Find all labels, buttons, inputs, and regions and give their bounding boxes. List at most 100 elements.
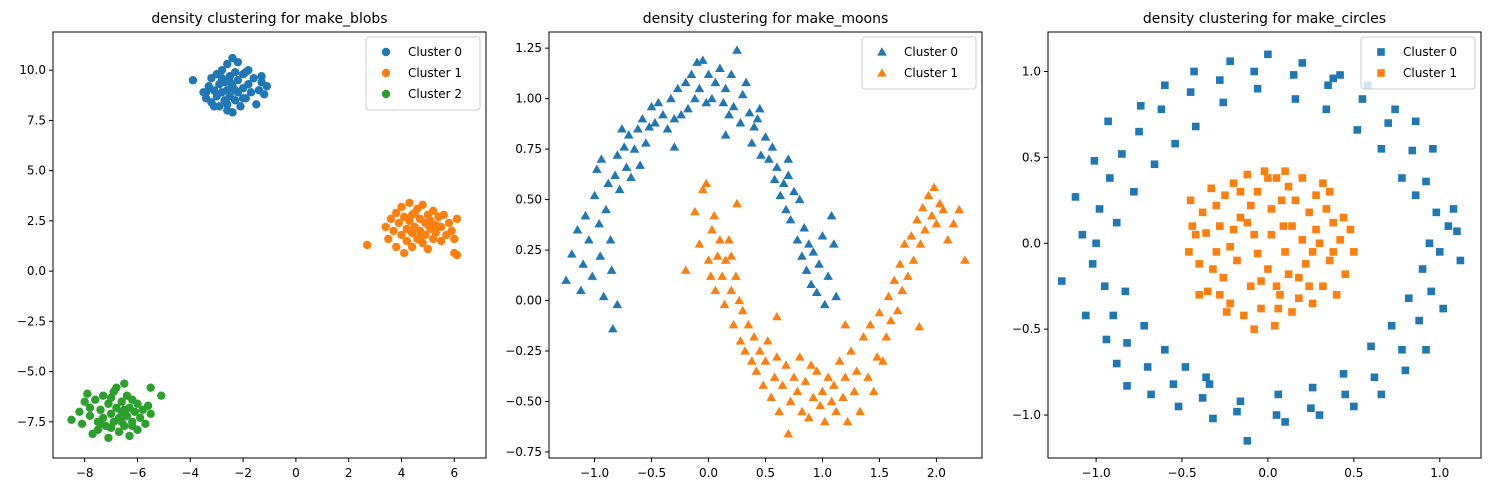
x-tick-label: −6 <box>129 466 147 480</box>
data-point-cluster-0 <box>1147 390 1155 399</box>
y-tick-label: 2.5 <box>27 214 46 228</box>
legend-marker <box>877 47 887 56</box>
data-point-cluster-0 <box>1112 359 1121 368</box>
data-point-cluster-0 <box>799 223 810 232</box>
data-point-cluster-1 <box>906 231 917 240</box>
data-point-cluster-2 <box>120 405 129 414</box>
x-tick-label: 0.0 <box>1258 466 1277 480</box>
data-point-cluster-1 <box>808 392 819 402</box>
data-point-cluster-0 <box>217 74 227 83</box>
y-tick-label: −5.0 <box>17 365 46 379</box>
data-point-cluster-1 <box>1298 174 1307 182</box>
data-point-cluster-1 <box>846 346 856 355</box>
data-point-cluster-0 <box>1150 160 1159 169</box>
data-point-cluster-1 <box>749 332 759 341</box>
data-point-cluster-0 <box>783 170 794 179</box>
chart-title: density clustering for make_circles <box>1143 11 1386 27</box>
data-point-cluster-1 <box>1229 179 1238 187</box>
data-point-cluster-2 <box>130 407 140 416</box>
data-point-cluster-1 <box>1271 321 1279 330</box>
data-point-cluster-0 <box>1190 67 1198 76</box>
data-point-cluster-0 <box>1398 345 1406 354</box>
data-point-cluster-0 <box>680 77 691 87</box>
data-point-cluster-1 <box>1203 287 1212 296</box>
x-tick-label: −2 <box>234 466 252 480</box>
data-point-cluster-0 <box>1339 370 1348 378</box>
data-point-cluster-1 <box>914 321 925 331</box>
data-point-cluster-1 <box>783 428 794 438</box>
y-tick-label: 0.0 <box>1022 236 1041 250</box>
data-point-cluster-1 <box>1186 196 1195 205</box>
data-point-cluster-1 <box>407 210 417 220</box>
data-point-cluster-0 <box>1272 411 1281 419</box>
data-point-cluster-1 <box>917 202 928 212</box>
data-point-cluster-0 <box>1181 363 1190 371</box>
data-point-cluster-0 <box>608 323 618 333</box>
data-point-cluster-1 <box>423 244 433 254</box>
data-point-cluster-0 <box>230 67 240 77</box>
data-point-cluster-2 <box>85 411 95 421</box>
data-point-cluster-0 <box>1411 191 1420 199</box>
data-point-cluster-1 <box>1291 196 1300 205</box>
data-point-cluster-1 <box>903 271 913 280</box>
data-point-cluster-1 <box>948 219 959 228</box>
x-tick-label: 0.0 <box>699 466 718 480</box>
data-point-cluster-0 <box>644 122 655 131</box>
data-point-cluster-0 <box>1444 222 1453 230</box>
data-point-cluster-1 <box>447 226 456 236</box>
data-point-cluster-0 <box>792 235 803 244</box>
data-point-cluster-1 <box>1207 184 1216 193</box>
data-point-cluster-0 <box>1377 390 1386 399</box>
data-point-cluster-0 <box>829 239 839 248</box>
legend-box <box>861 36 977 90</box>
data-point-cluster-1 <box>389 226 398 236</box>
data-point-cluster-1 <box>737 305 748 315</box>
data-point-cluster-1 <box>394 218 404 228</box>
data-point-cluster-1 <box>1246 201 1255 210</box>
data-point-cluster-0 <box>814 259 824 268</box>
points <box>67 53 462 443</box>
data-point-cluster-0 <box>610 170 620 179</box>
data-point-cluster-0 <box>1123 339 1131 347</box>
data-point-cluster-0 <box>1205 380 1214 388</box>
data-point-cluster-0 <box>1432 208 1441 217</box>
data-point-cluster-1 <box>1216 222 1224 230</box>
data-point-cluster-1 <box>710 285 721 295</box>
data-point-cluster-1 <box>840 319 851 329</box>
data-point-cluster-0 <box>715 63 725 72</box>
data-point-cluster-1 <box>1236 187 1245 196</box>
legend-marker <box>381 89 391 99</box>
data-point-cluster-0 <box>720 83 731 93</box>
data-point-cluster-1 <box>728 319 739 329</box>
data-point-cluster-0 <box>1353 126 1362 134</box>
data-point-cluster-1 <box>920 225 930 234</box>
data-point-cluster-0 <box>1095 205 1104 213</box>
data-point-cluster-0 <box>783 154 794 163</box>
data-point-cluster-0 <box>238 94 248 103</box>
data-point-cluster-1 <box>415 232 425 242</box>
data-point-cluster-0 <box>233 57 243 67</box>
data-point-cluster-1 <box>719 299 730 309</box>
data-point-cluster-0 <box>1439 304 1447 313</box>
data-point-cluster-0 <box>233 76 243 85</box>
data-point-cluster-1 <box>444 218 454 228</box>
data-point-cluster-0 <box>246 88 256 97</box>
data-point-cluster-0 <box>1088 260 1097 268</box>
data-point-cluster-0 <box>1161 81 1169 90</box>
data-point-cluster-0 <box>1401 366 1410 375</box>
y-tick-label: −0.75 <box>505 445 542 459</box>
data-point-cluster-0 <box>1090 157 1099 165</box>
data-point-cluster-0 <box>1350 402 1358 411</box>
data-point-cluster-0 <box>1100 282 1109 291</box>
x-tick-label: 2 <box>345 466 353 480</box>
data-point-cluster-1 <box>1233 256 1241 265</box>
data-point-cluster-1 <box>912 214 922 224</box>
data-point-cluster-1 <box>1267 205 1276 213</box>
data-point-cluster-0 <box>1315 411 1324 419</box>
data-point-cluster-0 <box>756 150 766 159</box>
data-point-cluster-1 <box>881 332 892 341</box>
data-point-cluster-1 <box>1212 248 1221 256</box>
data-point-cluster-0 <box>1422 177 1430 186</box>
axes-frame <box>548 31 983 459</box>
data-point-cluster-0 <box>1298 59 1307 67</box>
